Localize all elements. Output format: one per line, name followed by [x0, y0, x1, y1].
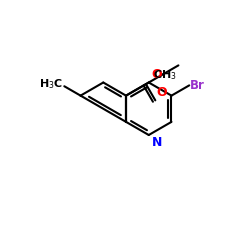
Text: H$_3$C: H$_3$C: [39, 77, 63, 91]
Text: O: O: [156, 86, 167, 99]
Text: O: O: [151, 68, 162, 81]
Text: N: N: [152, 136, 162, 149]
Text: Br: Br: [190, 79, 205, 92]
Text: CH$_3$: CH$_3$: [153, 68, 177, 82]
